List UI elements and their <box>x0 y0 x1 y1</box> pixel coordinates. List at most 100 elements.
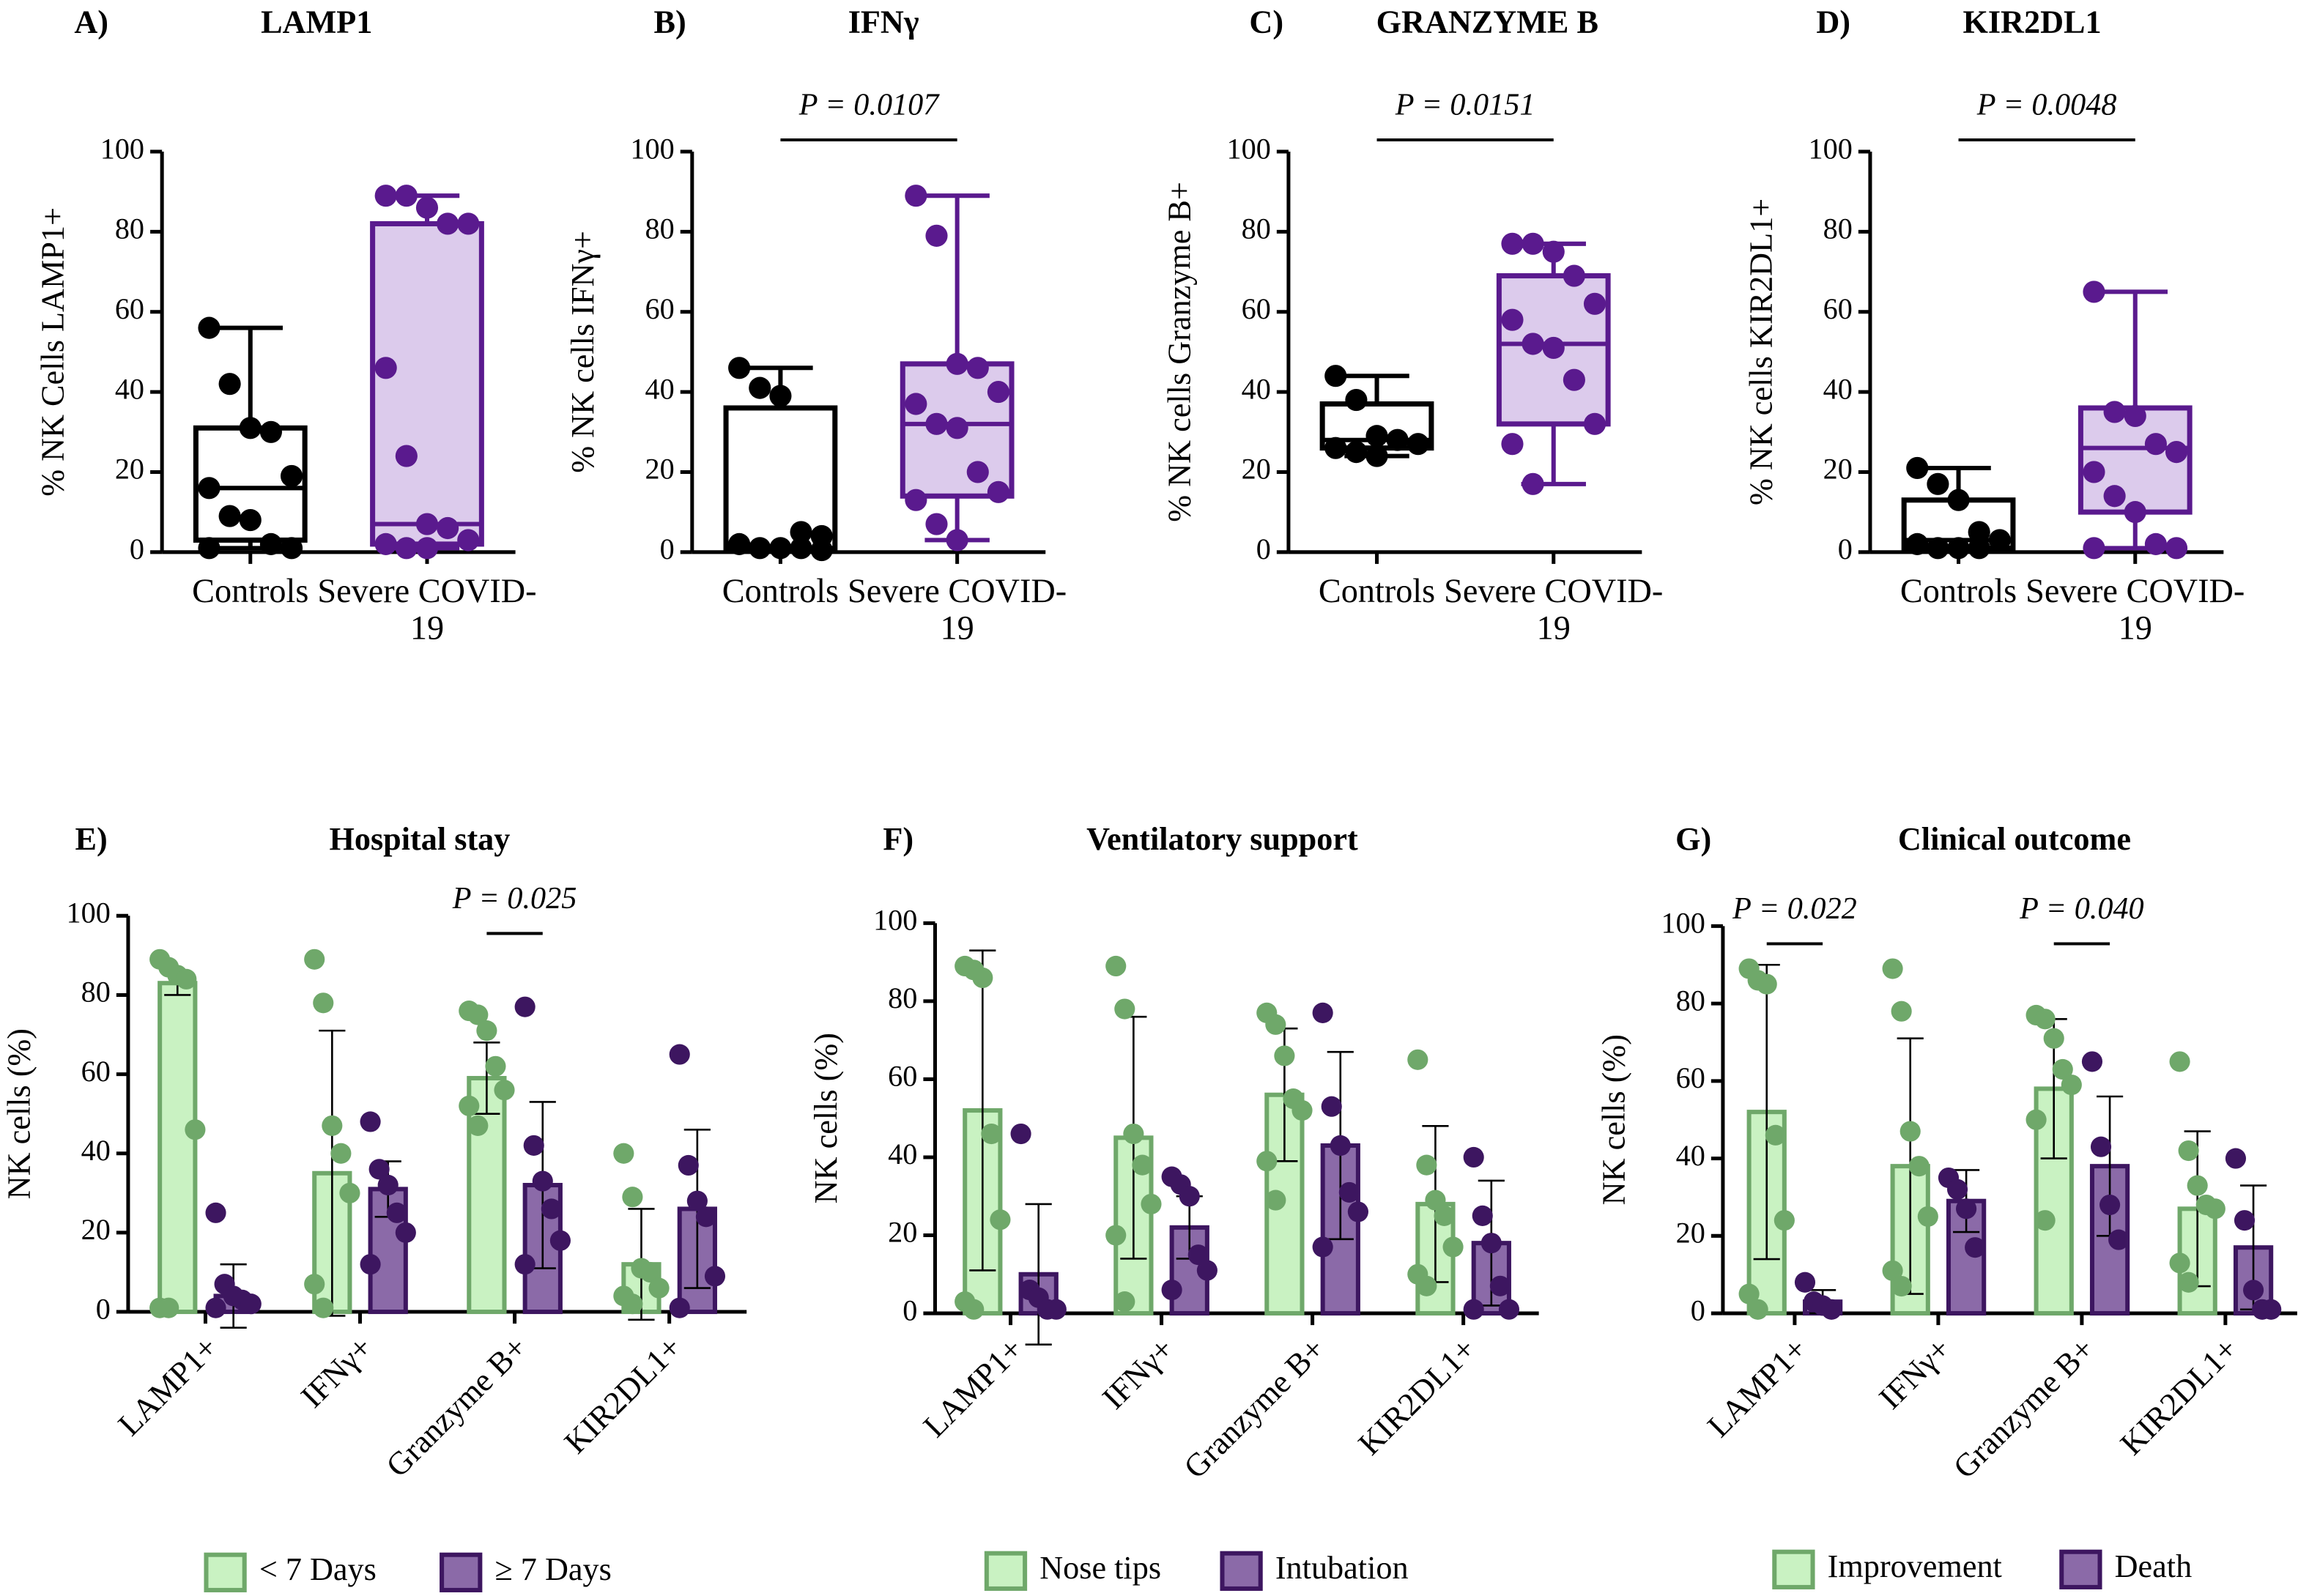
data-point <box>695 1206 716 1228</box>
data-point <box>1794 1272 1816 1293</box>
data-point <box>339 1182 360 1203</box>
data-point <box>1330 1135 1351 1157</box>
y-tick-label: 100 <box>100 132 144 165</box>
data-point <box>987 381 1010 404</box>
data-point <box>1324 437 1347 459</box>
chart-title: Hospital stay <box>329 821 510 857</box>
data-point <box>514 1254 535 1275</box>
data-point <box>1132 1154 1153 1176</box>
data-point <box>1908 1156 1930 1177</box>
y-tick-label: 60 <box>115 292 144 325</box>
data-point <box>395 537 418 560</box>
legend-label: Intubation <box>1275 1550 1409 1586</box>
data-point <box>2034 1009 2056 1030</box>
y-tick-label: 40 <box>645 372 675 405</box>
data-point <box>1927 472 1949 495</box>
panel: D) KIR2DL1 % NK cells KIR2DL1+ 0 20 40 60 80 100… <box>1743 4 2245 647</box>
data-point <box>1522 333 1544 355</box>
data-point <box>1291 1099 1313 1121</box>
data-point <box>1347 1201 1368 1222</box>
x-tick-label: Severe COVID-19 <box>317 572 537 647</box>
data-point <box>1946 1179 1968 1200</box>
data-point <box>368 1159 390 1180</box>
data-point <box>176 968 197 990</box>
data-point <box>185 1119 206 1140</box>
data-point <box>925 224 948 247</box>
bar <box>157 981 198 1315</box>
data-point <box>1416 1154 1437 1176</box>
data-point <box>1489 1275 1511 1296</box>
x-tick-label: LAMP1+ <box>916 1331 1030 1444</box>
x-tick-label: Controls <box>722 572 840 610</box>
data-point <box>1542 240 1565 263</box>
data-point <box>313 1297 334 1318</box>
legend-swatch <box>1772 1549 1815 1589</box>
data-point <box>946 529 968 552</box>
data-point <box>1882 1260 1903 1281</box>
y-tick-label: 80 <box>888 981 917 1014</box>
data-point <box>1442 1236 1464 1258</box>
data-point <box>925 513 948 535</box>
data-point <box>622 1187 643 1208</box>
y-tick-label: 100 <box>1661 907 1705 940</box>
y-tick-label: 20 <box>888 1216 917 1249</box>
data-point <box>1345 441 1368 464</box>
legend-label: ≥ 7 Days <box>494 1551 611 1587</box>
y-tick-label: 60 <box>888 1060 917 1093</box>
y-tick-label: 100 <box>873 904 917 937</box>
data-point <box>1522 472 1544 495</box>
data-point <box>459 1095 480 1116</box>
data-point <box>158 1297 179 1318</box>
x-tick-label-box: Controls <box>1900 573 2017 609</box>
data-point <box>2169 1252 2190 1274</box>
panel-label: C) <box>1249 4 1283 40</box>
data-point <box>669 1044 690 1065</box>
data-point <box>1463 1146 1484 1168</box>
y-axis-label: % NK Cells LAMP1+ <box>35 207 71 497</box>
data-point <box>1583 292 1606 315</box>
data-point <box>1256 1151 1278 1172</box>
data-point <box>2124 501 2146 524</box>
data-point <box>905 185 927 207</box>
data-point <box>1365 445 1388 467</box>
data-point <box>239 417 262 439</box>
data-point <box>2225 1148 2247 1169</box>
data-point <box>1386 428 1409 451</box>
y-axis-label: % NK cells KIR2DL1+ <box>1743 198 1779 505</box>
y-tick-label: 20 <box>645 453 675 486</box>
p-value: P = 0.040 <box>2019 891 2144 926</box>
y-tick-label: 60 <box>81 1055 111 1088</box>
data-point <box>2083 461 2105 483</box>
data-point <box>360 1254 381 1275</box>
y-tick-label: 0 <box>1838 532 1853 565</box>
data-point <box>1563 264 1585 287</box>
data-point <box>946 417 968 439</box>
data-point <box>2144 532 2167 555</box>
data-point <box>704 1266 726 1287</box>
y-tick-label: 20 <box>115 453 144 486</box>
panel-label: D) <box>1816 4 1850 40</box>
y-axis-label: NK cells (%) <box>1595 1034 1631 1205</box>
data-point <box>386 1202 407 1223</box>
data-point <box>963 1299 985 1320</box>
data-point <box>1114 1291 1135 1313</box>
y-tick-label: 80 <box>1823 212 1853 245</box>
y-tick-label: 40 <box>1242 372 1271 405</box>
data-point <box>1947 489 1970 511</box>
legend-label: Death <box>2115 1548 2193 1584</box>
y-tick-label: 20 <box>81 1213 111 1246</box>
data-point <box>2061 1074 2082 1096</box>
data-point <box>1917 1206 1938 1227</box>
data-point <box>1906 532 1929 555</box>
y-tick-label: 0 <box>96 1292 111 1325</box>
data-point <box>304 949 325 970</box>
data-point <box>972 967 993 989</box>
x-tick-label: LAMP1+ <box>111 1329 225 1443</box>
data-point <box>1406 433 1429 456</box>
data-point <box>1324 365 1347 387</box>
data-point <box>1927 537 1949 560</box>
y-tick-label: 0 <box>1256 532 1271 565</box>
data-point <box>205 1297 226 1318</box>
data-point <box>1434 1205 1455 1226</box>
